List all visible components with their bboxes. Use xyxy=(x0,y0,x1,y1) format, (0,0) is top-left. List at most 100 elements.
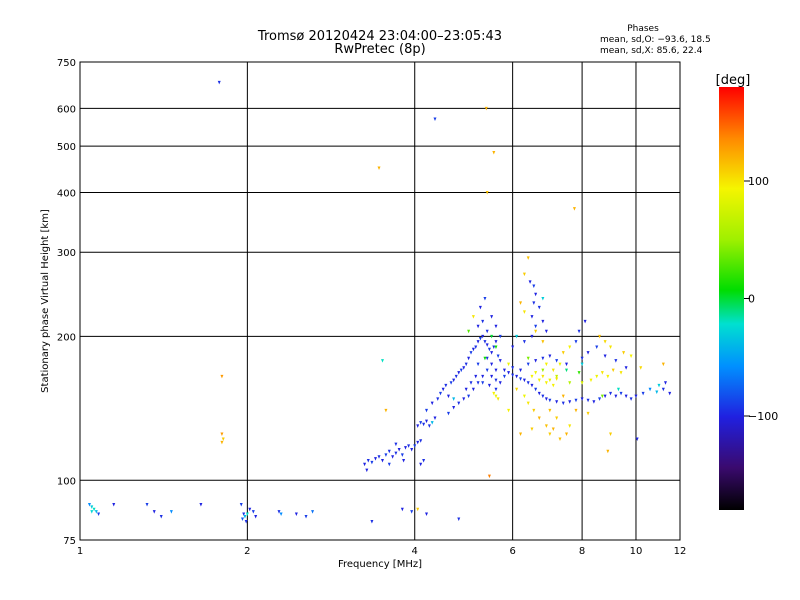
data-point xyxy=(433,117,437,121)
data-point xyxy=(422,422,426,427)
data-point xyxy=(574,340,578,344)
data-point xyxy=(565,368,569,373)
data-point xyxy=(551,383,555,388)
data-point xyxy=(220,440,224,445)
data-point xyxy=(494,378,498,383)
data-point xyxy=(641,391,645,396)
data-point xyxy=(498,334,502,339)
data-point xyxy=(487,347,491,352)
data-point xyxy=(446,394,450,399)
data-point xyxy=(220,374,224,379)
data-point xyxy=(586,411,590,416)
data-point xyxy=(446,411,450,416)
colorbar-ticks: 100 0 −100 xyxy=(744,175,778,423)
x-tick-label: 12 xyxy=(674,546,687,557)
data-point xyxy=(485,329,489,334)
data-point xyxy=(537,416,541,420)
data-point xyxy=(551,427,555,432)
data-point xyxy=(220,432,224,436)
data-point xyxy=(239,502,243,507)
data-point xyxy=(244,519,248,524)
data-point xyxy=(522,310,526,314)
data-point xyxy=(548,432,552,436)
data-point xyxy=(490,315,494,319)
data-point xyxy=(609,391,613,396)
data-point xyxy=(558,437,562,441)
data-point xyxy=(402,458,406,463)
data-point xyxy=(635,437,639,441)
x-axis-ticks: 1 2 4 6 8 10 12 xyxy=(77,546,687,557)
data-point xyxy=(555,374,559,379)
x-tick-label: 6 xyxy=(509,546,515,557)
y-tick-label: 600 xyxy=(57,104,76,115)
data-point xyxy=(589,378,593,383)
data-point xyxy=(522,272,526,277)
data-point xyxy=(476,362,480,367)
data-point xyxy=(561,401,565,406)
data-point xyxy=(410,447,414,452)
data-point xyxy=(485,368,489,373)
data-point xyxy=(661,362,665,367)
data-point xyxy=(548,378,552,383)
y-axis-ticks: 75 100 200 300 400 500 600 750 xyxy=(57,58,76,547)
data-point xyxy=(469,351,473,355)
data-point xyxy=(391,455,395,459)
data-point xyxy=(526,362,530,367)
data-point xyxy=(586,398,590,403)
data-point xyxy=(568,400,572,404)
data-point xyxy=(387,462,391,467)
data-point xyxy=(400,507,404,512)
data-point xyxy=(159,514,163,519)
data-point xyxy=(169,510,173,514)
x-tick-label: 4 xyxy=(412,546,418,557)
data-point xyxy=(498,381,502,385)
data-point xyxy=(574,408,578,413)
data-point xyxy=(481,381,485,385)
phases-stat-o: mean, sd,O: −93.6, 18.5 xyxy=(600,35,711,45)
data-point xyxy=(609,432,613,436)
data-point xyxy=(413,444,417,448)
data-point xyxy=(467,329,471,334)
data-point xyxy=(427,424,431,428)
data-point xyxy=(586,351,590,355)
data-point xyxy=(478,305,482,310)
data-point xyxy=(507,408,511,413)
data-point xyxy=(363,462,367,467)
x-tick-label: 1 xyxy=(77,546,83,557)
data-point xyxy=(474,345,478,350)
data-point xyxy=(449,381,453,385)
data-point xyxy=(583,319,587,324)
data-point xyxy=(530,315,534,319)
data-point xyxy=(494,387,498,392)
data-point xyxy=(544,424,548,428)
data-point xyxy=(221,437,225,441)
data-point xyxy=(515,387,519,392)
data-point xyxy=(484,106,488,111)
data-point xyxy=(476,324,480,329)
data-point xyxy=(606,449,610,454)
data-point xyxy=(532,284,536,288)
data-point xyxy=(483,340,487,344)
data-point xyxy=(492,150,496,155)
data-point xyxy=(419,421,423,425)
data-point xyxy=(614,394,618,399)
data-point xyxy=(598,334,602,339)
chart-title: Tromsø 20120424 23:04:00–23:05:43 xyxy=(257,29,502,44)
data-point xyxy=(572,207,576,211)
data-point xyxy=(496,354,500,358)
data-point xyxy=(494,345,498,350)
data-point xyxy=(217,80,221,85)
data-point xyxy=(464,362,468,367)
chart-subtitle: RwPretec (8p) xyxy=(334,42,425,57)
data-point xyxy=(471,347,475,352)
data-point xyxy=(544,381,548,385)
data-point xyxy=(603,340,607,344)
data-point xyxy=(519,377,523,381)
data-point xyxy=(304,514,308,519)
colorbar-tick-label: 0 xyxy=(748,293,755,306)
data-point xyxy=(370,460,374,465)
data-point xyxy=(481,374,485,379)
data-point xyxy=(526,256,530,260)
data-point xyxy=(441,387,445,392)
